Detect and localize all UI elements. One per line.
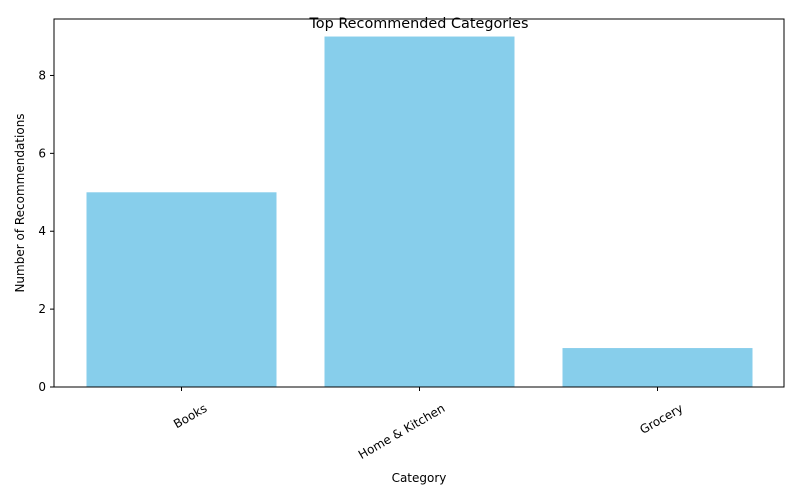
- plot-frame: [53, 18, 785, 388]
- y-axis-ticks: 0 2 4 6 8: [38, 68, 54, 394]
- y-tick-label: 8: [38, 68, 46, 82]
- bars-layer: [86, 36, 753, 388]
- x-tick-label: Home & Kitchen: [356, 401, 447, 462]
- bar-grocery: [562, 348, 753, 387]
- y-axis-label: Number of Recommendations: [13, 113, 27, 292]
- y-tick-label: 6: [38, 146, 46, 160]
- y-tick-label: 2: [38, 302, 46, 316]
- x-tick-label: Grocery: [637, 401, 685, 437]
- x-axis-ticks: Books Home & Kitchen Grocery: [171, 387, 685, 462]
- bar-home-kitchen: [324, 36, 515, 388]
- y-tick-label: 4: [38, 224, 46, 238]
- x-tick-label: Books: [171, 401, 209, 431]
- x-axis-label: Category: [392, 471, 447, 485]
- bar-books: [86, 192, 277, 387]
- y-tick-label: 0: [38, 380, 46, 394]
- chart-title: Top Recommended Categories: [308, 16, 528, 32]
